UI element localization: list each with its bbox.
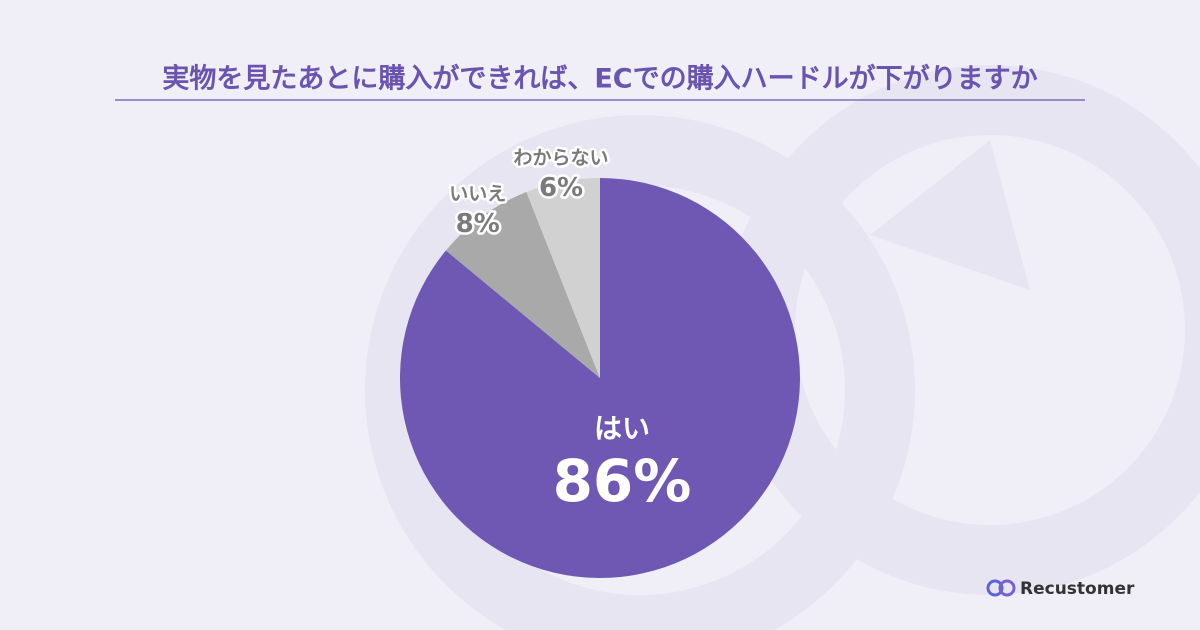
slice-value-label: 6%: [539, 173, 583, 203]
brand-name: Recustomer: [1020, 579, 1135, 599]
chart-title: 実物を見たあとに購入ができれば、ECでの購入ハードルが下がりますか: [162, 63, 1037, 95]
pie-slice: [445, 192, 600, 378]
background-arrow: [870, 140, 1030, 290]
slice-category-label: わからない: [514, 147, 609, 169]
pie-slice: [526, 178, 600, 378]
slice-category-label: いいえ: [449, 183, 506, 205]
slice-value-label: 86%: [553, 447, 692, 515]
slice-value-label: 8%: [456, 209, 500, 239]
slice-category-label: はい: [594, 412, 650, 445]
brand-logo: [986, 579, 1016, 597]
pie-slice: [399, 178, 800, 578]
